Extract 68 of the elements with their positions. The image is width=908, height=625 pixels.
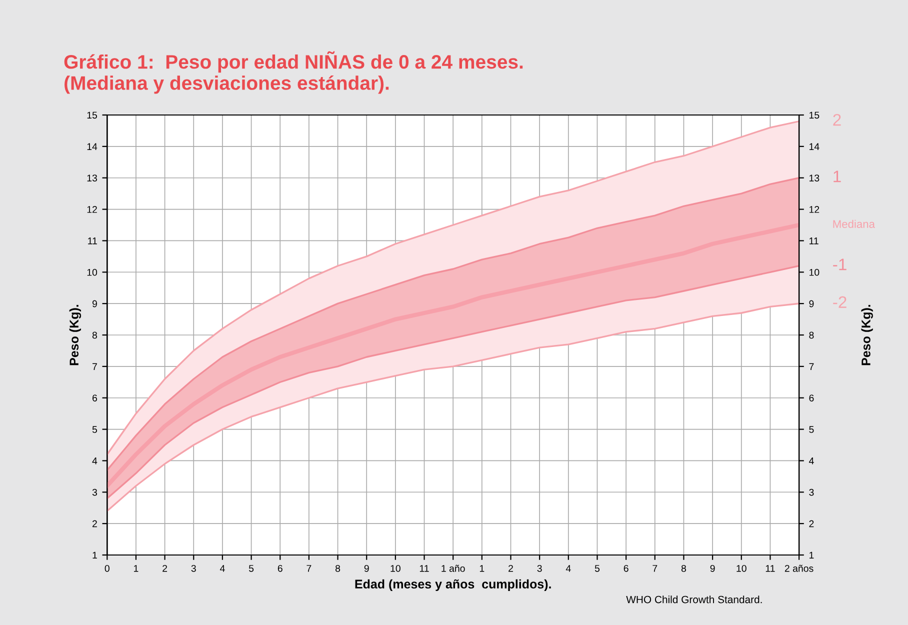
x-axis-title: Edad (meses y años cumplidos). xyxy=(355,579,551,591)
text: -2 xyxy=(833,296,846,308)
y2-tick-label: 10 xyxy=(810,268,820,276)
y-tick-label: 1 xyxy=(92,552,97,559)
x-tick-label: 1 xyxy=(134,565,138,572)
y2-tick-label: 11 xyxy=(810,238,818,244)
x-tick-label: 9 xyxy=(710,564,715,572)
y2-tick-label: 1 xyxy=(810,552,814,559)
x-tick-label: 6 xyxy=(278,564,282,572)
x-tick-label: 6 xyxy=(624,564,628,572)
y2-tick-label: 5 xyxy=(809,426,814,433)
line-series xyxy=(107,222,800,488)
y-tick-label: 4 xyxy=(92,458,98,464)
y2-tick-label: 14 xyxy=(810,143,820,150)
y2-tick-label: 3 xyxy=(809,488,814,496)
text: 1 xyxy=(834,170,841,182)
y2-tick-label: 4 xyxy=(808,458,814,464)
x-tick-label: 9 xyxy=(364,564,369,572)
y2-tick-label: 13 xyxy=(810,174,820,182)
text: Mediana xyxy=(833,220,875,228)
text: -1 xyxy=(833,258,846,270)
y2-tick-label: 2 xyxy=(809,520,814,528)
y2-tick-label: 15 xyxy=(810,112,820,119)
x-tick-label: 5 xyxy=(594,565,600,572)
x-tick-label: 1 año xyxy=(442,564,465,572)
y2-tick-label: 12 xyxy=(810,206,820,213)
x-tick-label: 4 xyxy=(566,565,571,572)
x-tick-label: 7 xyxy=(306,565,312,572)
x-tick-label: 5 xyxy=(248,565,254,572)
x-tick-label: 3 xyxy=(537,564,542,572)
y2-axis-title: Peso (Kg). xyxy=(861,304,873,366)
y-tick-label: 2 xyxy=(92,520,97,528)
chart-title: Gráfico 1: Peso por edad NIÑAS de 0 a 24 meses. (Mediana y desviaciones estándar). xyxy=(64,51,523,94)
y-tick-label: 12 xyxy=(87,206,97,213)
x-tick-label: 11 xyxy=(420,565,429,572)
x-tick-label: 11 xyxy=(766,565,775,572)
x-tick-label: 0 xyxy=(104,564,110,572)
y-tick-label: 10 xyxy=(87,268,98,276)
y2-tick-label: 7 xyxy=(809,363,814,370)
line-series xyxy=(107,302,800,512)
y-tick-label: 14 xyxy=(87,143,98,150)
y-tick-label: 11 xyxy=(88,238,97,244)
y-tick-label: 5 xyxy=(92,426,98,433)
text: WHO Child Growth Standard. xyxy=(626,596,762,604)
x-tick-label: 10 xyxy=(736,564,746,572)
y-tick-label: 9 xyxy=(92,300,97,308)
x-tick-label: 8 xyxy=(681,564,686,572)
x-tick-label: 7 xyxy=(652,565,658,572)
x-tick-label: 8 xyxy=(335,564,340,572)
x-tick-label: 3 xyxy=(191,564,196,572)
y-tick-label: 6 xyxy=(92,394,97,402)
y-axis-title: Peso (Kg). xyxy=(69,304,82,366)
y-tick-label: 15 xyxy=(87,112,98,119)
y-tick-label: 3 xyxy=(92,488,97,496)
y-tick-label: 13 xyxy=(87,174,97,182)
x-tick-label: 4 xyxy=(220,565,225,572)
y2-tick-label: 8 xyxy=(809,332,814,339)
y-tick-label: 8 xyxy=(92,332,97,339)
y2-tick-label: 9 xyxy=(809,300,814,308)
x-tick-label: 10 xyxy=(390,564,400,572)
y-tick-label: 7 xyxy=(92,363,97,370)
y2-tick-label: 6 xyxy=(809,394,814,402)
x-tick-label: 2 años xyxy=(784,564,814,572)
x-tick-label: 2 xyxy=(162,564,168,572)
x-tick-label: 2 xyxy=(508,564,513,572)
x-tick-label: 1 xyxy=(480,565,484,572)
line-series xyxy=(107,265,800,500)
text: 2 xyxy=(833,114,841,126)
